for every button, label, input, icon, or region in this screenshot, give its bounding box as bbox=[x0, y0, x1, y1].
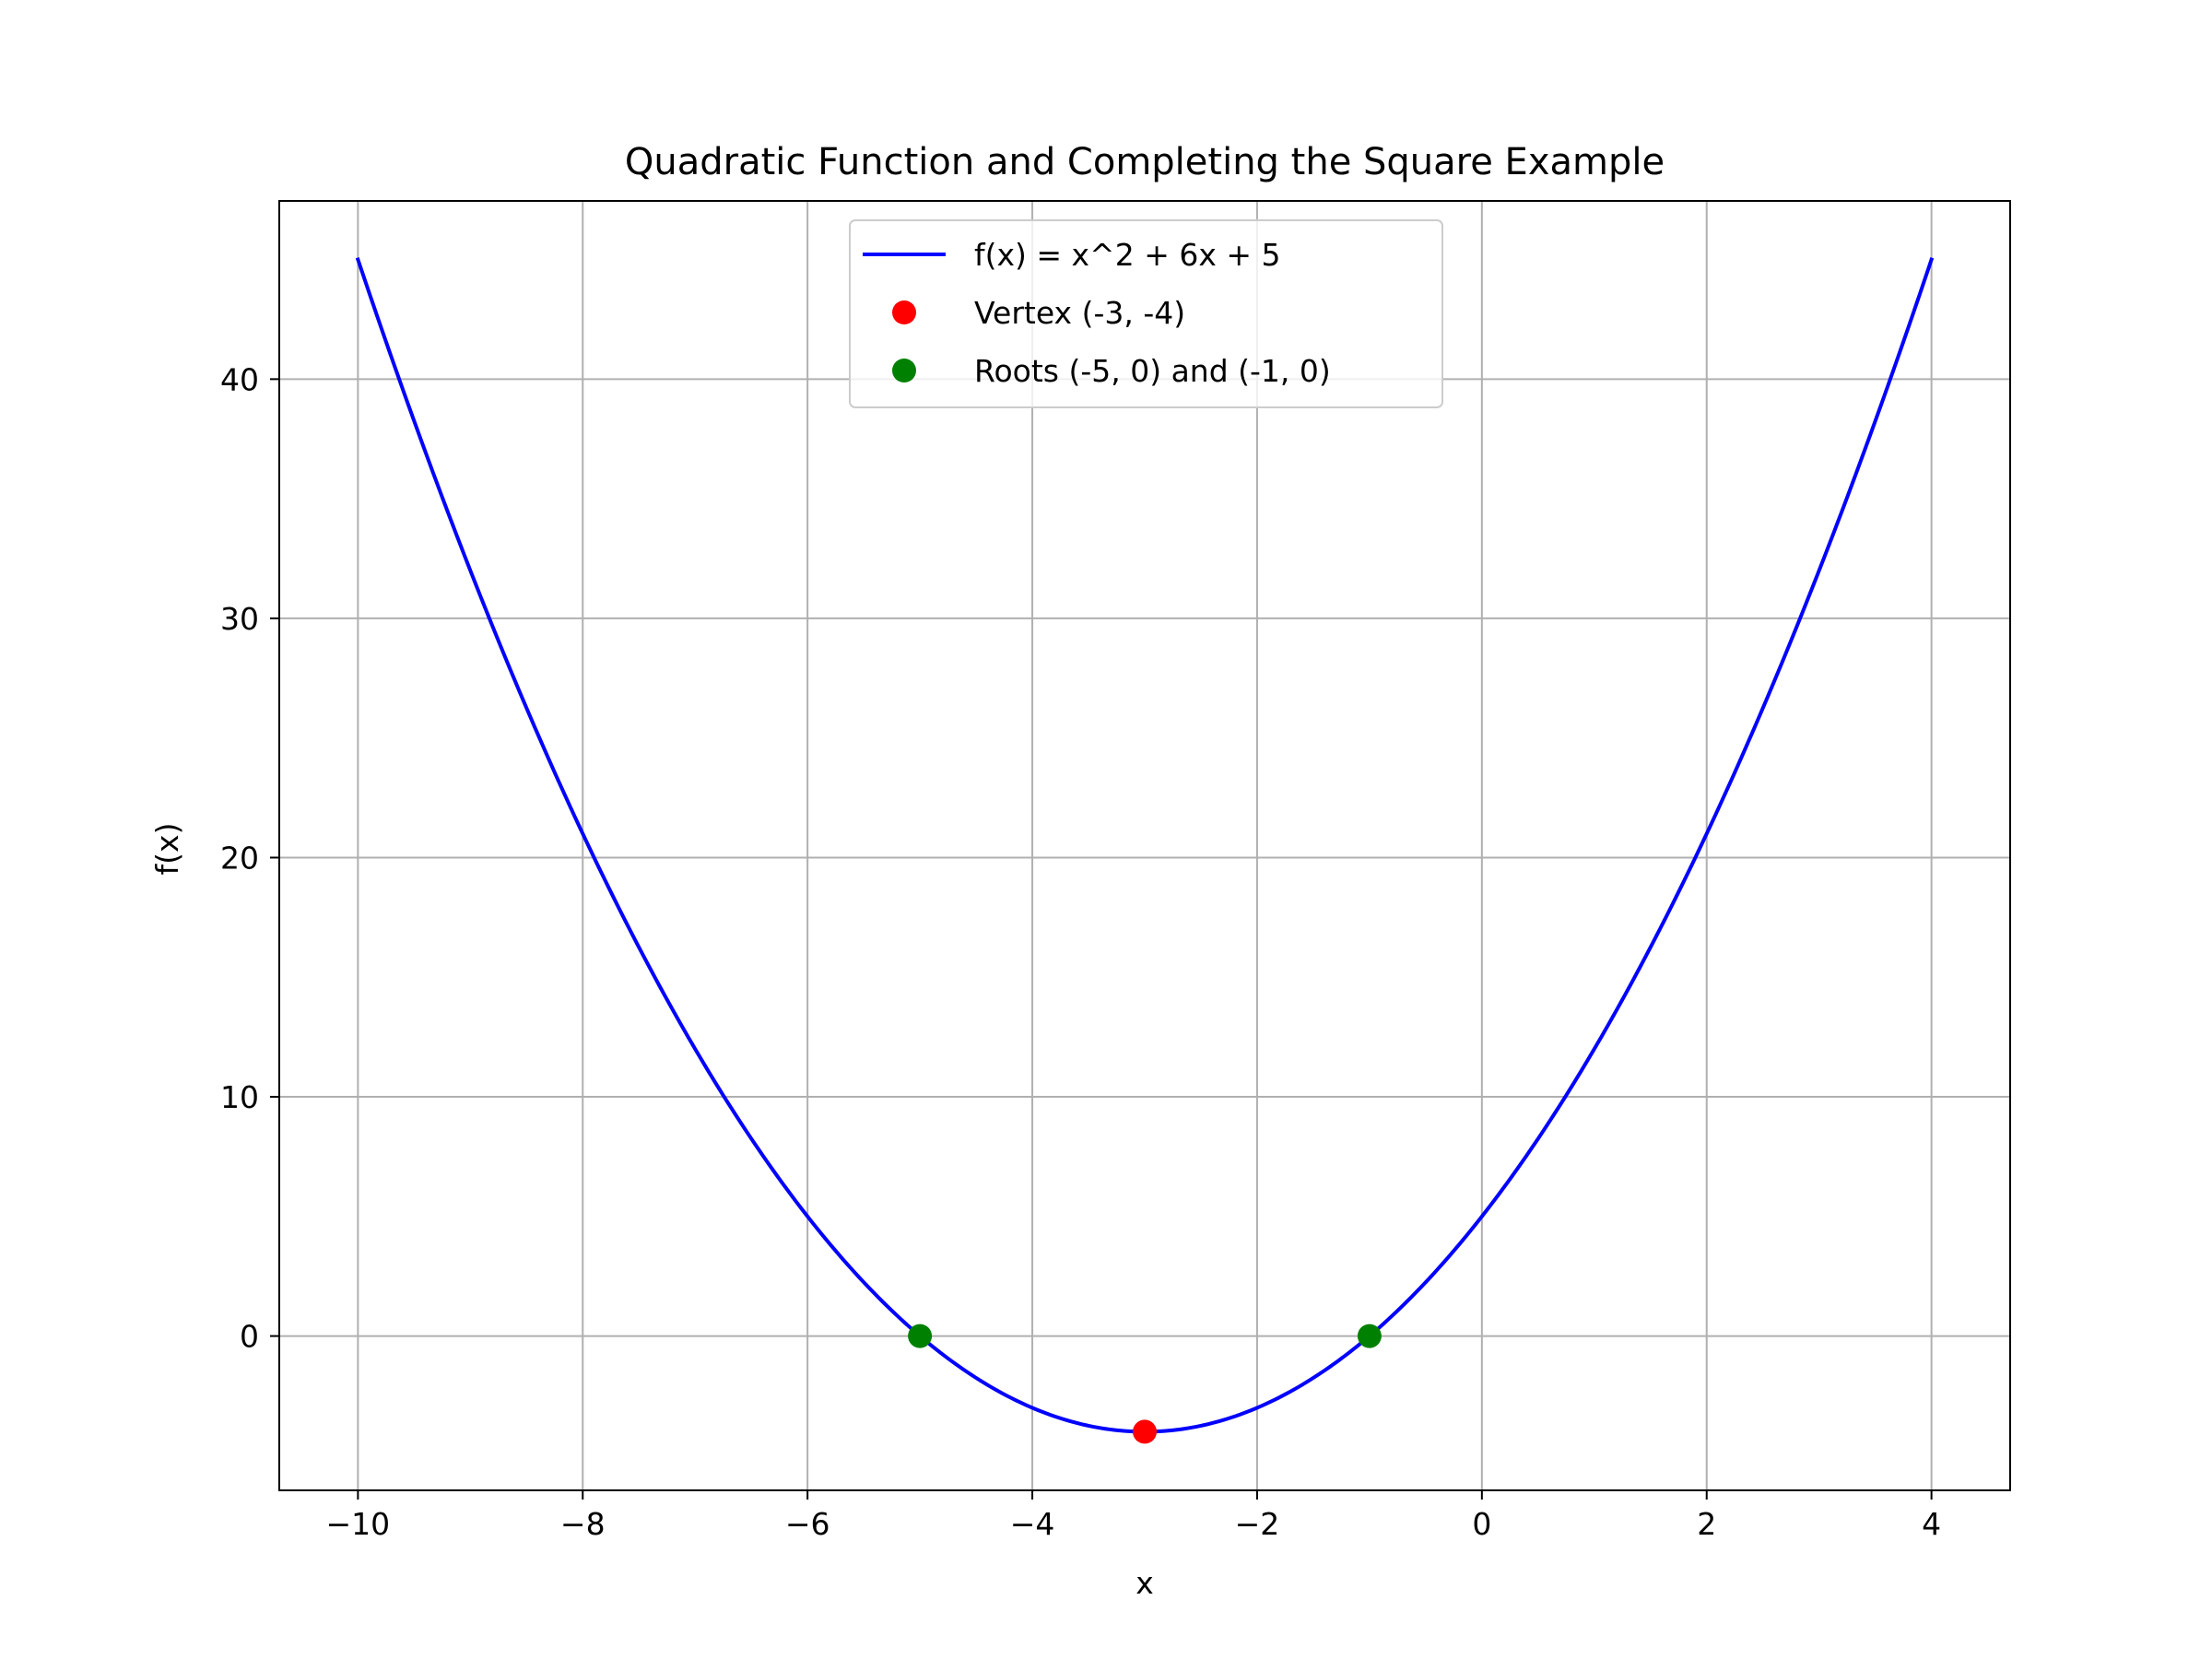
x-tick-label-0: −10 bbox=[326, 1506, 391, 1542]
x-tick-label-5: 0 bbox=[1472, 1506, 1491, 1542]
vertex-point bbox=[1133, 1419, 1157, 1444]
plot-frame bbox=[278, 200, 2011, 1491]
y-tick-label-3: 30 bbox=[220, 601, 259, 637]
root-point-1 bbox=[1357, 1324, 1382, 1348]
legend-label-1: Vertex (-3, -4) bbox=[974, 295, 1185, 331]
y-tick-label-4: 40 bbox=[220, 361, 259, 397]
legend-label-0: f(x) = x^2 + 6x + 5 bbox=[974, 237, 1280, 273]
x-tick-label-1: −8 bbox=[560, 1506, 606, 1542]
x-axis-label: x bbox=[1135, 1565, 1154, 1601]
plot-area bbox=[355, 257, 1935, 1444]
x-tick-label-7: 4 bbox=[1922, 1506, 1941, 1542]
y-tick-label-1: 10 bbox=[220, 1079, 259, 1115]
grid bbox=[279, 201, 2010, 1490]
legend-marker-1 bbox=[892, 300, 916, 324]
y-axis-label: f(x) bbox=[149, 823, 185, 876]
x-tick-label-2: −6 bbox=[785, 1506, 830, 1542]
y-tick-label-2: 20 bbox=[220, 840, 259, 876]
x-tick-label-4: −2 bbox=[1235, 1506, 1280, 1542]
legend-box bbox=[849, 219, 1443, 408]
legend: f(x) = x^2 + 6x + 5 Vertex (-3, -4) Roots … bbox=[849, 219, 1443, 408]
root-point-0 bbox=[908, 1324, 933, 1348]
chart-title: Quadratic Function and Completing the Sq… bbox=[625, 141, 1665, 183]
legend-label-2: Roots (-5, 0) and (-1, 0) bbox=[974, 353, 1331, 389]
x-tick-label-6: 2 bbox=[1697, 1506, 1716, 1542]
legend-marker-2 bbox=[892, 359, 916, 382]
y-tick-label-0: 0 bbox=[240, 1319, 259, 1355]
x-tick-label-3: −4 bbox=[1010, 1506, 1055, 1542]
